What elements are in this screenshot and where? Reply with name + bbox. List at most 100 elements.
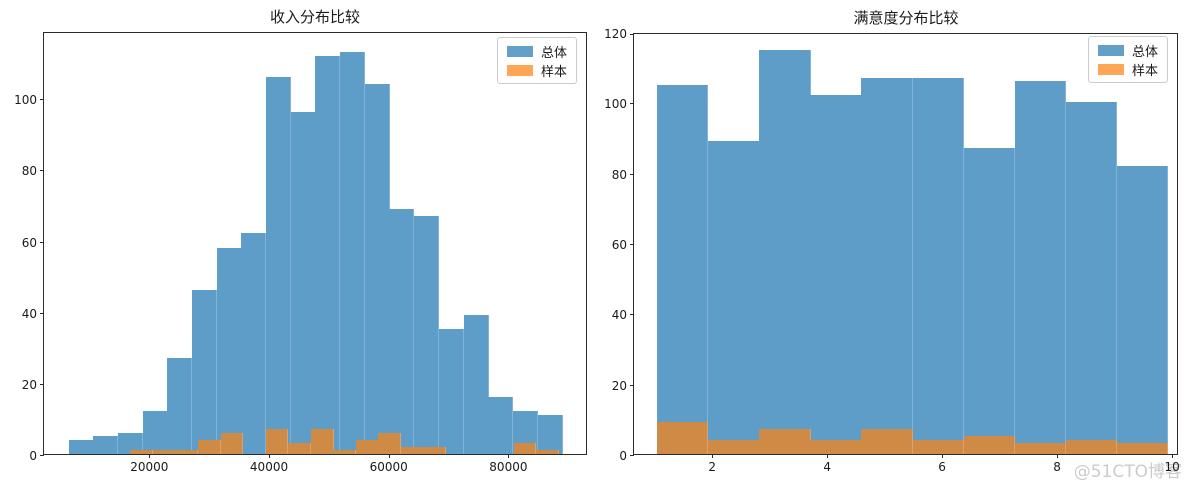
histogram-bar	[310, 429, 334, 454]
y-axis-tick-label: 100	[604, 97, 627, 112]
y-axis-tick-label: 0	[29, 449, 37, 463]
y-axis-tick	[40, 241, 44, 243]
histogram-bar	[130, 450, 154, 454]
y-axis-tick-label: 80	[611, 167, 627, 182]
legend-label-sample: 样本	[541, 64, 568, 80]
legend-item-sample: 样本	[507, 62, 568, 80]
histogram-bar	[191, 290, 217, 454]
histogram-bar	[389, 208, 415, 454]
histogram-bar	[364, 84, 390, 454]
histogram-bar	[861, 77, 913, 454]
histogram-bar	[93, 436, 119, 454]
histogram-bar	[963, 148, 1016, 454]
y-axis-tick	[40, 99, 44, 101]
histogram-bar	[315, 55, 341, 454]
histogram-bar	[912, 77, 964, 454]
y-axis-tick	[40, 455, 44, 456]
histogram-bar	[216, 247, 242, 454]
y-axis-tick	[630, 314, 634, 316]
histogram-bar	[708, 141, 760, 454]
histogram-bar	[400, 446, 424, 454]
histogram-bar	[708, 439, 760, 454]
histogram-bar	[423, 446, 447, 454]
histogram-bar	[513, 443, 537, 454]
y-axis-tick-label: 20	[611, 378, 627, 393]
y-axis-tick-label: 40	[611, 308, 627, 323]
y-axis-tick-label: 120	[604, 27, 627, 41]
sample-swatch-icon	[1098, 63, 1124, 75]
histogram-bar	[220, 432, 244, 454]
histogram-bar	[117, 432, 143, 454]
histogram-bar	[1014, 443, 1067, 454]
histogram-bar	[241, 233, 267, 454]
histogram-bar	[1116, 443, 1169, 454]
y-axis-tick	[630, 244, 634, 245]
x-axis-tick-label: 10	[1164, 460, 1180, 474]
histogram-bar	[167, 357, 193, 454]
histogram-bar	[1116, 165, 1169, 454]
legend-item-population: 总体	[507, 43, 568, 61]
income-plot-area: 20000 40000 60000 80000 0 20 40 60 80 100	[14, 32, 587, 474]
x-axis-tick-label: 80000	[489, 460, 528, 474]
histogram-bar	[861, 429, 913, 454]
y-axis-tick	[630, 34, 634, 35]
histogram-bar	[378, 432, 402, 454]
histogram-bar	[536, 450, 559, 454]
histogram-bar	[759, 429, 811, 454]
y-axis-tick-label: 0	[619, 449, 627, 463]
x-axis-tick	[388, 454, 390, 458]
y-axis-tick	[40, 312, 44, 314]
y-axis-tick-label: 40	[21, 306, 37, 321]
legend-label-population: 总体	[541, 45, 568, 61]
histogram-bar	[175, 450, 199, 454]
histogram-bar	[488, 397, 514, 454]
y-axis-tick	[630, 384, 634, 386]
histogram-bar	[266, 76, 291, 454]
histogram-bar	[810, 95, 862, 454]
legend-item-sample: 样本	[1098, 61, 1159, 79]
x-axis-tick	[827, 454, 829, 458]
histogram-bar	[1065, 439, 1118, 454]
y-axis-tick-label: 80	[21, 164, 37, 179]
y-axis-tick-label: 60	[21, 235, 37, 250]
watermark: @51CTO博客	[1073, 462, 1182, 482]
x-axis-tick	[508, 454, 510, 458]
x-axis-tick	[712, 454, 714, 458]
y-axis-tick	[40, 383, 44, 385]
histogram-bar	[759, 49, 811, 454]
histogram-bar	[333, 450, 357, 454]
histogram-bar	[463, 315, 489, 454]
histogram-bar	[414, 215, 440, 454]
histogram-bar	[142, 411, 168, 454]
histogram-bar	[340, 52, 366, 454]
x-axis-tick-label: 4	[823, 460, 831, 474]
x-axis-tick-label: 40000	[249, 460, 289, 474]
x-axis-tick-label: 20000	[130, 460, 169, 474]
sample-swatch-icon	[507, 64, 533, 76]
histogram-bar	[355, 439, 379, 454]
histogram-bar	[438, 329, 464, 454]
legend-item-population: 总体	[1098, 42, 1158, 60]
y-axis-tick	[630, 173, 634, 175]
x-axis-tick	[269, 454, 271, 458]
income-legend: 总体 样本	[497, 37, 578, 84]
population-swatch-icon	[507, 45, 533, 57]
histogram-bar	[537, 414, 563, 454]
y-axis-tick-label: 60	[611, 238, 627, 252]
histogram-bar	[68, 439, 94, 454]
y-axis-tick-label: 100	[14, 93, 37, 108]
x-axis-tick	[1172, 454, 1174, 458]
satisfaction-plot-title: 满意度分布比较	[853, 9, 959, 27]
y-axis-tick	[630, 103, 634, 105]
x-axis-tick	[1057, 454, 1059, 458]
legend-label-sample: 样本	[1132, 63, 1159, 79]
x-axis-tick	[149, 454, 151, 458]
histogram-bar	[152, 450, 176, 454]
histogram-bar	[1065, 102, 1118, 454]
histogram-bar	[657, 84, 709, 454]
histogram-bar	[1014, 81, 1067, 454]
x-axis-tick-label: 60000	[369, 460, 408, 474]
y-axis-tick-label: 20	[21, 377, 37, 392]
income-plot-title: 收入分布比较	[269, 8, 361, 26]
